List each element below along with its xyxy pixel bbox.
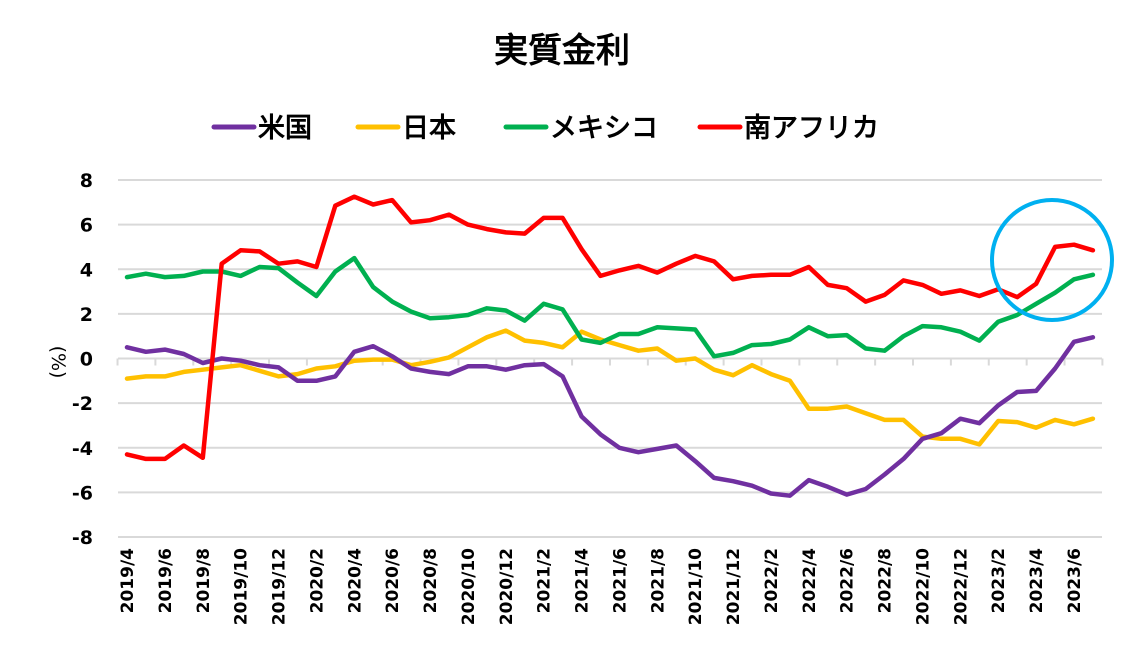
x-tick-label: 2019/4	[118, 548, 138, 614]
highlight-circle	[990, 198, 1114, 322]
y-axis-label: (%)	[47, 346, 69, 379]
x-tick-label: 2023/6	[1065, 548, 1085, 613]
x-tick-label: 2023/4	[1027, 548, 1047, 614]
x-tick-label: 2022/8	[876, 548, 896, 613]
series-line-2	[124, 255, 1096, 359]
y-tick-label: -2	[72, 393, 93, 415]
x-tick-label: 2019/6	[156, 548, 176, 613]
x-tick-label: 2021/12	[724, 548, 744, 625]
annotations	[990, 198, 1114, 322]
y-axis-ticks: 8 6 4 2 0 -2 -4 -6 -8	[72, 170, 93, 549]
x-axis	[116, 357, 1104, 366]
legend-label: 米国	[258, 113, 312, 144]
x-tick-label: 2019/12	[270, 548, 290, 625]
y-tick-label: -8	[72, 527, 93, 549]
y-tick-label: 8	[80, 170, 93, 192]
legend-label: 南アフリカ	[744, 113, 879, 144]
x-tick-label: 2022/10	[913, 548, 933, 625]
y-tick-label: -6	[72, 482, 93, 504]
y-tick-label: 0	[80, 349, 93, 371]
y-tick-label: 4	[80, 259, 93, 281]
y-tick-label: -4	[72, 438, 93, 460]
series-line-0	[124, 335, 1096, 498]
x-tick-label: 2023/2	[989, 548, 1009, 613]
x-tick-label: 2020/4	[345, 548, 365, 614]
x-tick-label: 2021/8	[648, 548, 668, 613]
x-tick-label: 2019/10	[232, 548, 252, 625]
y-tick-label: 2	[80, 304, 93, 326]
x-axis-ticks: 2019/4 2019/6 2019/8 2019/10 2019/12 2020/2 20…	[118, 548, 1085, 625]
x-tick-label: 2020/10	[459, 548, 479, 625]
chart-title: 実質金利	[494, 31, 630, 71]
legend-label: 日本	[402, 113, 456, 144]
x-tick-label: 2022/12	[951, 548, 971, 625]
x-tick-label: 2021/6	[610, 548, 630, 613]
x-tick-label: 2021/2	[535, 548, 555, 613]
x-tick-label: 2020/12	[497, 548, 517, 625]
series-lines	[124, 194, 1096, 498]
x-tick-label: 2019/8	[194, 548, 214, 613]
x-tick-label: 2021/10	[686, 548, 706, 625]
x-tick-label: 2022/2	[762, 548, 782, 613]
y-tick-label: 6	[80, 215, 93, 237]
x-tick-label: 2021/4	[573, 548, 593, 614]
series-line-3	[124, 194, 1096, 462]
x-tick-label: 2020/8	[421, 548, 441, 613]
legend: 米国 日本 メキシコ 南アフリカ	[211, 113, 879, 144]
x-tick-label: 2020/2	[307, 548, 327, 613]
x-tick-label: 2022/4	[800, 548, 820, 614]
x-tick-label: 2020/6	[383, 548, 403, 613]
legend-label: メキシコ	[550, 113, 658, 144]
x-tick-label: 2022/6	[838, 548, 858, 613]
